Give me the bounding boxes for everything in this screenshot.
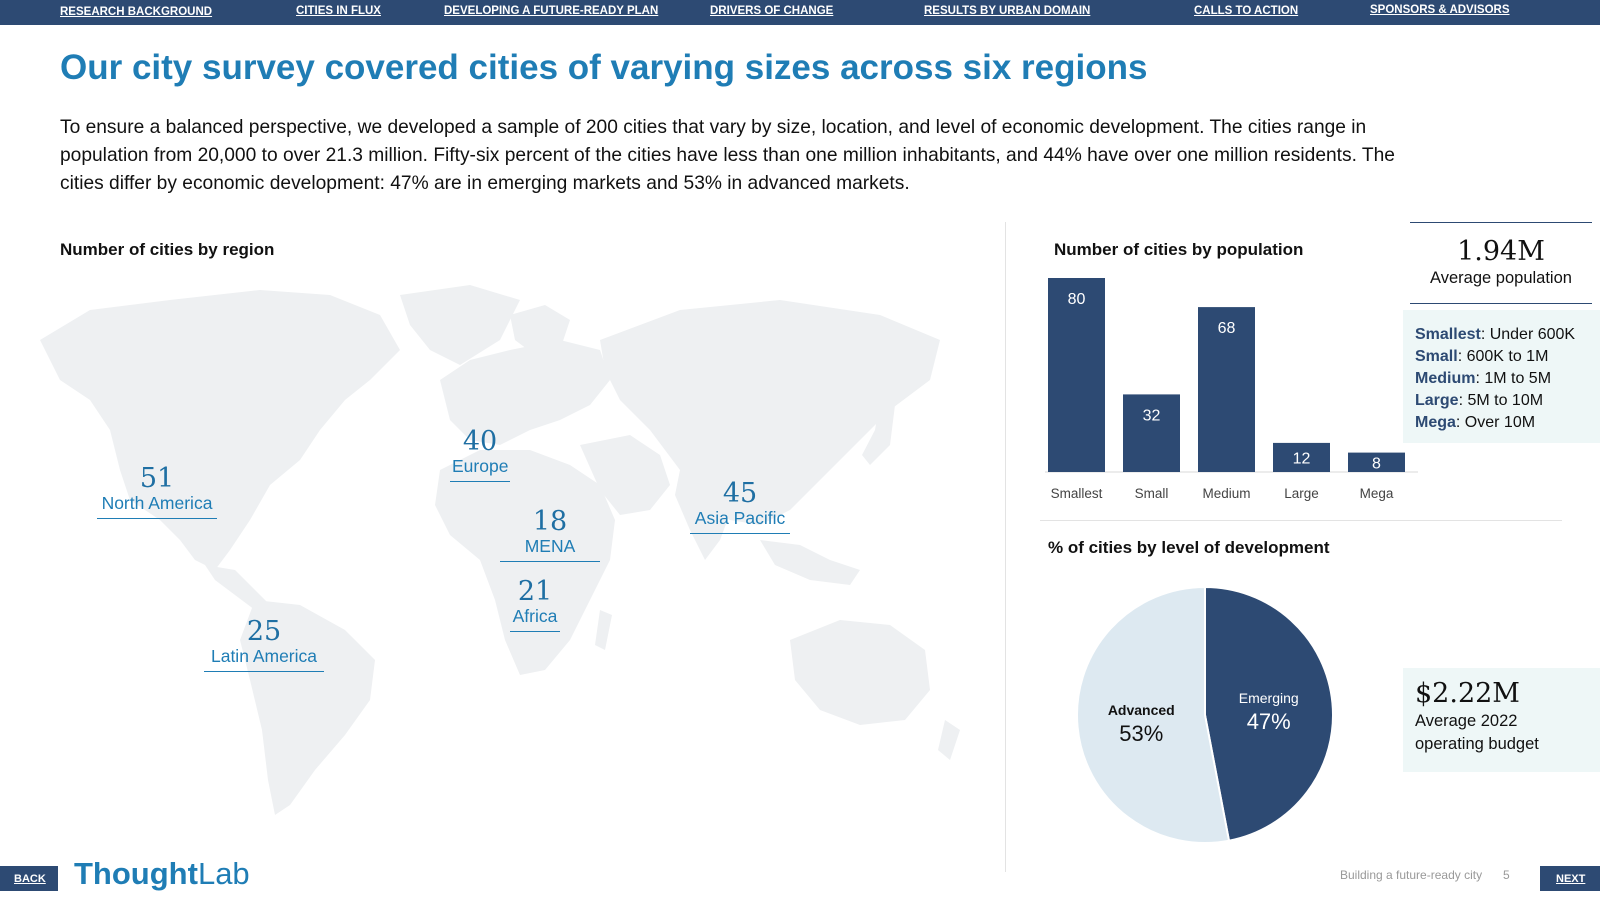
nav-results-by-urban-domain[interactable]: RESULTS BY URBAN DOMAIN xyxy=(924,5,1091,17)
next-button[interactable]: NEXT xyxy=(1540,866,1600,891)
avg-population-label: Average population xyxy=(1430,269,1572,287)
bar-value-label: 8 xyxy=(1372,455,1381,472)
bar-category-label: Small xyxy=(1135,486,1169,501)
map-japan xyxy=(862,400,895,465)
bar-category-label: Medium xyxy=(1202,486,1250,501)
budget-label-line2: operating budget xyxy=(1415,735,1539,753)
report-title: Building a future-ready city xyxy=(1340,868,1483,882)
region-label: Europe xyxy=(450,456,510,482)
region-asia-pacific: 45 Asia Pacific xyxy=(690,480,790,534)
bar-chart-title: Number of cities by population xyxy=(1054,240,1304,259)
region-north-america: 51 North America xyxy=(97,465,217,519)
region-europe: 40 Europe xyxy=(450,428,510,482)
pie-category-label: Advanced xyxy=(1108,702,1175,718)
bar-small xyxy=(1123,394,1180,472)
pie-category-label: Emerging xyxy=(1239,690,1299,706)
bar-chart: 80 Smallest 32 Small 68 Medium 12 Large 8 Mega xyxy=(1045,278,1418,501)
map-india xyxy=(675,470,735,560)
bar-smallest xyxy=(1048,278,1105,472)
nav-calls-to-action[interactable]: CALLS TO ACTION xyxy=(1194,5,1299,17)
avg-population-stat: 1.94M Average population xyxy=(1410,222,1592,304)
avg-population-value: 1.94M xyxy=(1457,236,1545,267)
map-north-america xyxy=(40,290,400,570)
region-count: 40 xyxy=(462,426,498,457)
horizontal-divider xyxy=(1040,520,1562,521)
nav-future-ready-plan[interactable]: DEVELOPING A FUTURE-READY PLAN xyxy=(444,5,659,17)
bar-value-label: 12 xyxy=(1293,450,1311,467)
budget-label-line1: Average 2022 xyxy=(1415,712,1518,730)
map-new-zealand xyxy=(938,720,960,760)
bar-value-label: 68 xyxy=(1218,320,1236,337)
legend-medium: Medium: 1M to 5M xyxy=(1415,370,1552,387)
pie-value-label: 47% xyxy=(1247,709,1291,734)
region-label: Asia Pacific xyxy=(690,508,790,534)
intro-paragraph: To ensure a balanced perspective, we dev… xyxy=(60,117,1395,194)
region-africa: 21 Africa xyxy=(510,578,560,632)
map-africa xyxy=(435,450,615,675)
budget-value: $2.22M xyxy=(1415,678,1520,709)
region-latin-america: 25 Latin America xyxy=(204,618,324,672)
thoughtlab-logo: ThoughtLab xyxy=(74,856,250,891)
bar-category-label: Smallest xyxy=(1051,486,1103,501)
region-count: 25 xyxy=(246,616,282,647)
page-title: Our city survey covered cities of varyin… xyxy=(60,48,1148,87)
legend-large: Large: 5M to 10M xyxy=(1415,392,1544,409)
region-label: Africa xyxy=(510,606,560,632)
region-count: 45 xyxy=(722,478,758,509)
nav-drivers-of-change[interactable]: DRIVERS OF CHANGE xyxy=(710,5,834,17)
bar-large xyxy=(1273,442,1330,472)
bar-medium xyxy=(1198,307,1255,472)
legend-mega: Mega: Over 10M xyxy=(1415,414,1536,431)
map-middle-east xyxy=(580,435,670,515)
map-europe xyxy=(440,340,610,445)
bar-mega xyxy=(1348,452,1405,472)
map-madagascar xyxy=(595,610,612,650)
map-australia xyxy=(790,620,930,725)
bar-category-label: Mega xyxy=(1360,486,1394,501)
nav-cities-in-flux[interactable]: CITIES IN FLUX xyxy=(296,5,381,17)
bar-value-label: 32 xyxy=(1143,407,1161,424)
legend-small: Small: 600K to 1M xyxy=(1415,348,1549,365)
pie-value-label: 53% xyxy=(1119,721,1163,746)
map-scandinavia xyxy=(510,305,570,355)
map-asia xyxy=(600,300,940,525)
pie-chart-title: % of cities by level of development xyxy=(1048,538,1330,557)
top-nav: RESEARCH BACKGROUND CITIES IN FLUX DEVEL… xyxy=(0,0,1600,25)
world-map xyxy=(40,285,960,815)
region-label: North America xyxy=(97,493,217,519)
nav-research-background[interactable]: RESEARCH BACKGROUND xyxy=(60,6,213,18)
map-south-america xyxy=(240,600,375,815)
region-count: 51 xyxy=(139,463,175,494)
map-se-asia xyxy=(760,540,860,585)
budget-stat: $2.22M Average 2022 operating budget xyxy=(1403,668,1600,772)
vertical-divider xyxy=(1005,222,1006,872)
pie-chart: Emerging 47% Advanced 53% xyxy=(1076,585,1334,844)
page-number: 5 xyxy=(1503,868,1510,882)
pie-slice-emerging xyxy=(1204,585,1334,842)
map-section-title: Number of cities by region xyxy=(60,240,275,259)
region-count: 18 xyxy=(532,506,568,537)
region-count: 21 xyxy=(517,576,553,607)
back-button[interactable]: BACK xyxy=(0,866,58,891)
map-greenland xyxy=(400,285,520,365)
nav-sponsors-advisors[interactable]: SPONSORS & ADVISORS xyxy=(1370,4,1510,16)
bar-category-label: Large xyxy=(1284,486,1319,501)
pie-slice-advanced xyxy=(1076,585,1231,844)
bar-value-label: 80 xyxy=(1068,291,1086,308)
map-central-america xyxy=(205,565,270,610)
size-legend: Smallest: Under 600K Small: 600K to 1M M… xyxy=(1403,310,1600,443)
region-label: Latin America xyxy=(204,646,324,672)
region-label: MENA xyxy=(500,536,600,562)
region-mena: 18 MENA xyxy=(500,508,600,562)
legend-smallest: Smallest: Under 600K xyxy=(1415,326,1576,343)
